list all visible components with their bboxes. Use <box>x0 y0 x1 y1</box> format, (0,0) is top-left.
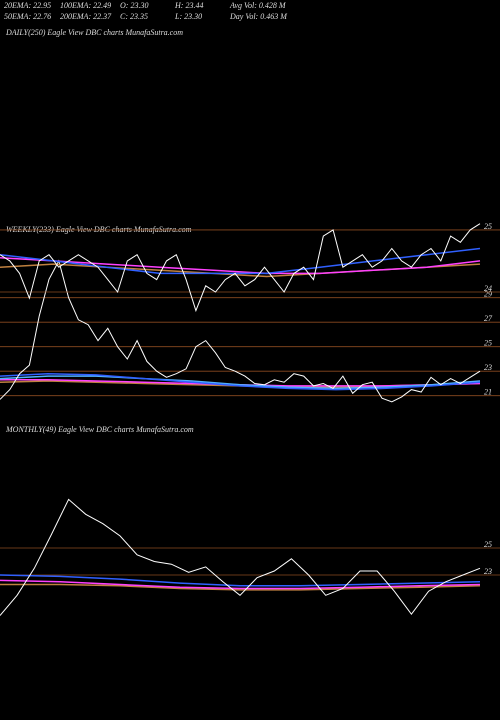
y-tick-label: 21 <box>484 388 492 397</box>
header-stat: 100EMA: 22.49 <box>60 1 111 10</box>
panel-label: WEEKLY(233) Eagle View DBC charts Munafa… <box>6 225 192 234</box>
price-line <box>0 372 481 391</box>
header-stat: Avg Vol: 0.428 M <box>229 1 287 10</box>
price-line <box>0 579 481 590</box>
header-stat: C: 23.35 <box>120 12 148 21</box>
header-stat: 20EMA: 22.95 <box>4 1 51 10</box>
header-stat: O: 23.30 <box>120 1 148 10</box>
price-line <box>0 259 481 403</box>
y-tick-label: 25 <box>484 339 492 348</box>
price-line <box>0 375 481 390</box>
price-line <box>0 263 481 278</box>
panel-label: MONTHLY(49) Eagle View DBC charts Munafa… <box>5 425 194 434</box>
price-line <box>0 247 481 275</box>
header-stat: Day Vol: 0.463 M <box>229 12 288 21</box>
price-line <box>0 574 481 587</box>
price-line <box>0 223 481 313</box>
header-stat: 50EMA: 22.76 <box>4 12 51 21</box>
y-tick-label: 25 <box>484 222 492 231</box>
y-tick-label: 29 <box>484 290 492 299</box>
y-tick-label: 24 <box>484 284 492 293</box>
y-tick-label: 23 <box>484 363 492 372</box>
y-tick-label: 27 <box>484 314 493 323</box>
price-line <box>0 257 481 275</box>
price-line <box>0 498 481 616</box>
panel-label: DAILY(250) Eagle View DBC charts MunafaS… <box>5 28 183 37</box>
y-tick-label: 25 <box>484 540 492 549</box>
y-tick-label: 23 <box>484 567 492 576</box>
header-stat: L: 23.30 <box>174 12 202 21</box>
price-line <box>0 583 481 591</box>
header-stat: 200EMA: 22.37 <box>60 12 112 21</box>
header-stat: H: 23.44 <box>174 1 203 10</box>
